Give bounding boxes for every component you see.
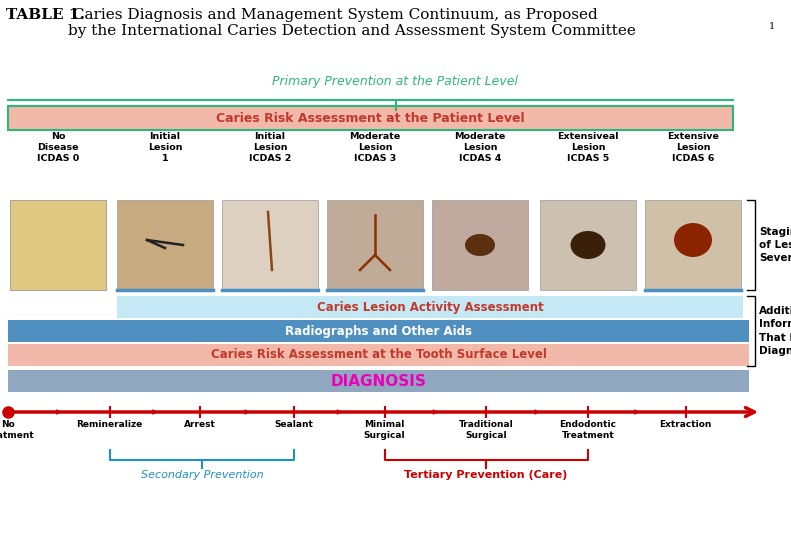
FancyBboxPatch shape [10,200,106,290]
Ellipse shape [465,234,495,256]
Text: Additional
Information
That Informs
Diagnosis: Additional Information That Informs Diag… [759,306,791,356]
Ellipse shape [570,231,605,259]
FancyBboxPatch shape [432,200,528,290]
Text: Endodontic
Treatment: Endodontic Treatment [559,420,616,440]
FancyBboxPatch shape [117,296,743,318]
Text: TABLE 1.: TABLE 1. [6,8,85,22]
Text: Traditional
Surgical: Traditional Surgical [459,420,513,440]
Text: Caries Lesion Activity Assessment: Caries Lesion Activity Assessment [316,301,543,314]
FancyBboxPatch shape [10,200,106,290]
Text: Caries Diagnosis and Management System Continuum, as Proposed
by the Internation: Caries Diagnosis and Management System C… [68,8,636,38]
Text: Moderate
Lesion
ICDAS 3: Moderate Lesion ICDAS 3 [350,132,400,163]
FancyBboxPatch shape [327,200,423,290]
Text: Sealant: Sealant [274,420,313,429]
Text: No
Disease
ICDAS 0: No Disease ICDAS 0 [37,132,79,163]
Text: DIAGNOSIS: DIAGNOSIS [331,373,426,388]
Text: 1: 1 [769,22,775,31]
Text: Initial
Lesion
ICDAS 2: Initial Lesion ICDAS 2 [249,132,291,163]
Text: Initial
Lesion
1: Initial Lesion 1 [148,132,182,163]
Text: Arrest: Arrest [184,420,216,429]
FancyBboxPatch shape [8,106,733,130]
FancyBboxPatch shape [222,200,318,290]
Text: Moderate
Lesion
ICDAS 4: Moderate Lesion ICDAS 4 [454,132,505,163]
FancyBboxPatch shape [8,370,749,392]
FancyBboxPatch shape [117,200,213,290]
Text: Caries Risk Assessment at the Tooth Surface Level: Caries Risk Assessment at the Tooth Surf… [210,348,547,362]
Text: Tertiary Prevention (Care): Tertiary Prevention (Care) [404,470,568,480]
Text: Staging
of Lesion
Severiy: Staging of Lesion Severiy [759,227,791,263]
FancyBboxPatch shape [540,200,636,290]
FancyBboxPatch shape [8,344,749,366]
Text: Radiographs and Other Aids: Radiographs and Other Aids [285,325,472,338]
Text: Primary Prevention at the Patient Level: Primary Prevention at the Patient Level [273,75,518,88]
Text: Minimal
Surgical: Minimal Surgical [364,420,405,440]
FancyBboxPatch shape [8,320,749,342]
Text: Extensive
Lesion
ICDAS 6: Extensive Lesion ICDAS 6 [667,132,719,163]
Text: No
Treatment: No Treatment [0,420,34,440]
Text: Extensiveal
Lesion
ICDAS 5: Extensiveal Lesion ICDAS 5 [557,132,619,163]
Text: Remineralize: Remineralize [77,420,143,429]
Text: Caries Risk Assessment at the Patient Level: Caries Risk Assessment at the Patient Le… [216,111,524,125]
Ellipse shape [674,223,712,257]
Text: Secondary Prevention: Secondary Prevention [141,470,263,480]
Text: Extraction: Extraction [660,420,712,429]
FancyBboxPatch shape [645,200,741,290]
